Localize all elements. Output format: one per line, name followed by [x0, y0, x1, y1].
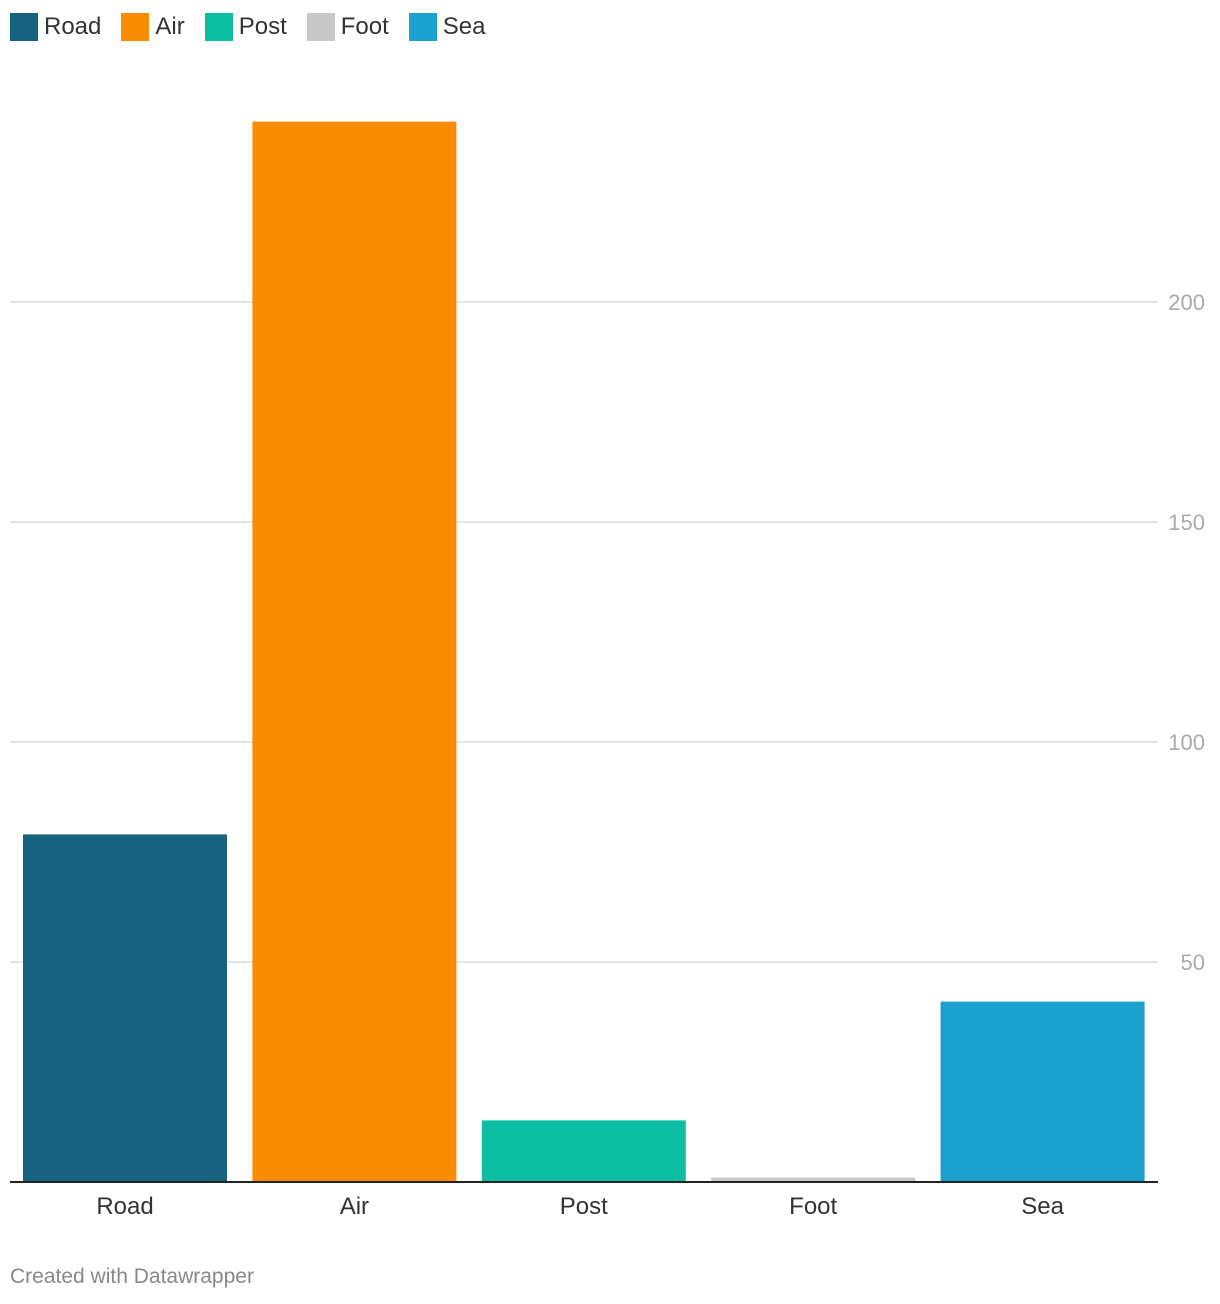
bar-sea — [940, 1001, 1145, 1182]
bar-foot — [711, 1177, 916, 1182]
legend-label-road: Road — [44, 13, 102, 40]
legend-item-post: Post — [204, 13, 287, 41]
x-tick-label-post: Post — [560, 1193, 608, 1220]
y-tick-label: 100 — [1168, 730, 1205, 755]
y-tick-label: 200 — [1168, 290, 1205, 315]
chart-legend: Road Air Post Foot Sea — [10, 10, 505, 44]
legend-swatch-sea — [408, 13, 437, 41]
legend-label-foot: Foot — [340, 13, 389, 40]
x-tick-label-road: Road — [96, 1193, 153, 1220]
bars — [23, 121, 1145, 1183]
legend-item-air: Air — [121, 13, 185, 41]
legend-item-road: Road — [10, 13, 101, 41]
legend-item-sea: Sea — [408, 13, 486, 41]
legend-item-foot: Foot — [306, 13, 389, 41]
bar-air — [252, 121, 457, 1183]
x-axis-ticks: Road Air Post Foot Sea — [96, 1193, 1064, 1220]
x-tick-label-sea: Sea — [1021, 1193, 1064, 1220]
legend-label-sea: Sea — [442, 13, 486, 40]
y-tick-label: 150 — [1168, 510, 1205, 535]
footer-credit: Created with Datawrapper — [10, 1265, 254, 1288]
x-tick-label-air: Air — [340, 1193, 369, 1220]
legend-label-air: Air — [155, 13, 185, 40]
y-axis-ticks: 50 100 150 200 — [1168, 290, 1205, 975]
legend-swatch-post — [204, 13, 233, 41]
legend-swatch-air — [121, 13, 150, 41]
y-tick-label: 50 — [1181, 950, 1205, 975]
bar-post — [481, 1120, 686, 1182]
legend-swatch-foot — [306, 13, 335, 41]
bar-road — [23, 834, 227, 1182]
legend-swatch-road — [10, 13, 38, 41]
legend-label-post: Post — [238, 13, 287, 40]
x-tick-label-foot: Foot — [789, 1193, 837, 1220]
